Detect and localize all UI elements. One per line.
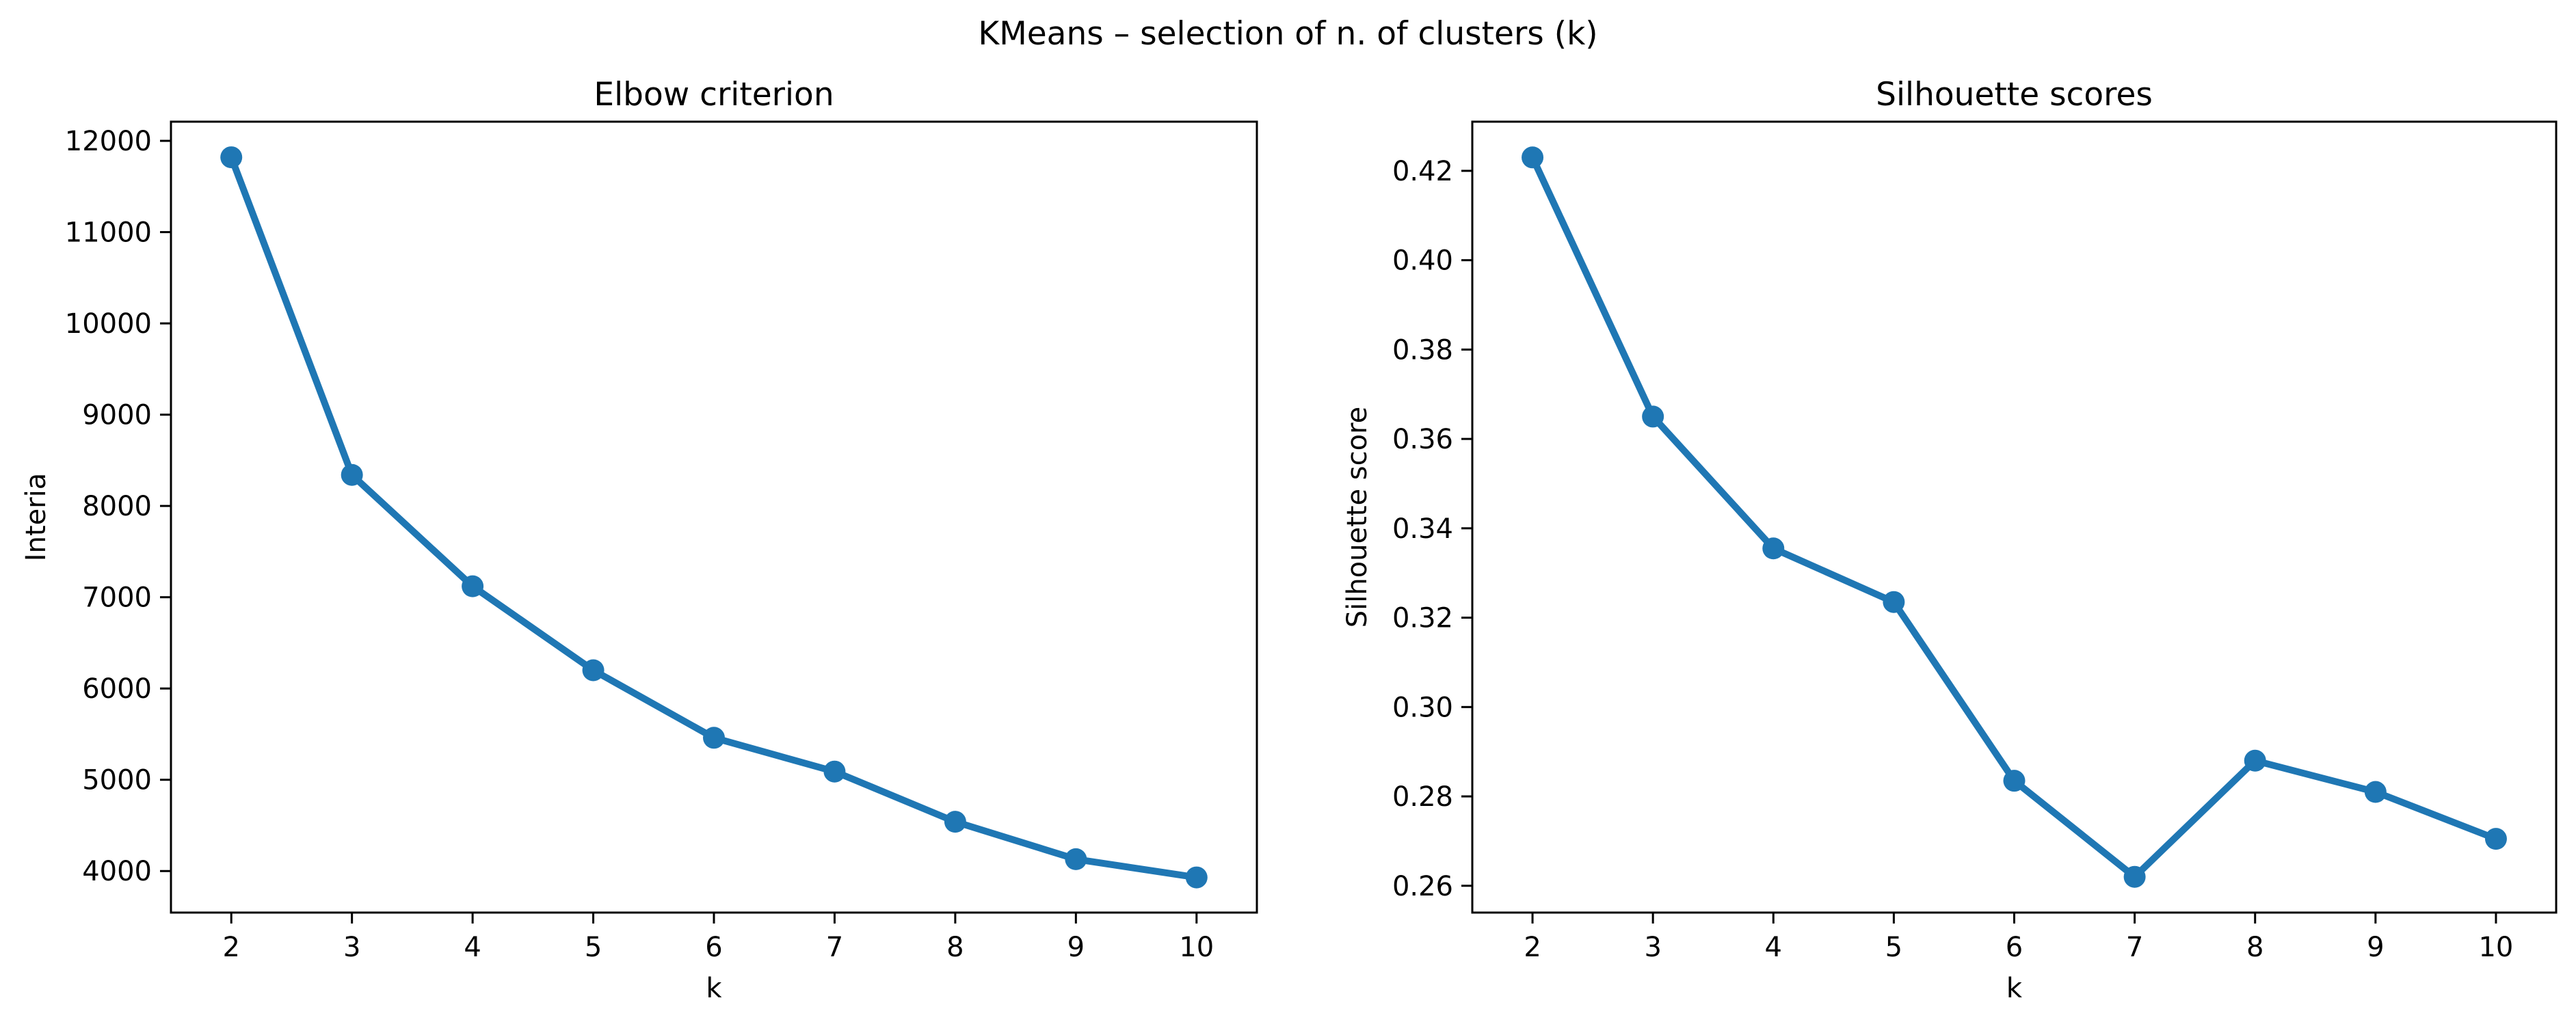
y-tick-label: 12000: [65, 126, 152, 157]
axes-frame: [170, 120, 1258, 914]
y-tick-label: 6000: [82, 673, 152, 705]
y-tick-label: 11000: [65, 217, 152, 249]
y-tick-label: 0.32: [1392, 603, 1453, 634]
y-tick-label: 0.36: [1392, 424, 1453, 455]
y-axis-label: Silhouette score: [1342, 407, 1373, 628]
data-point: [703, 727, 725, 749]
data-point: [823, 760, 846, 783]
y-tick-label: 8000: [82, 491, 152, 522]
data-point: [341, 463, 363, 486]
x-tick-label: 9: [2367, 932, 2384, 963]
x-tick-label: 5: [1885, 932, 1902, 963]
x-tick-label: 6: [2006, 932, 2023, 963]
x-tick-label: 4: [1765, 932, 1782, 963]
y-tick-label: 0.38: [1392, 334, 1453, 366]
x-tick-label: 2: [222, 932, 239, 963]
y-tick-label: 0.26: [1392, 871, 1453, 902]
x-axis-label: k: [706, 973, 722, 1004]
y-tick-label: 9000: [82, 400, 152, 431]
y-tick-label: 0.42: [1392, 156, 1453, 187]
x-tick-label: 8: [2246, 932, 2263, 963]
y-tick-label: 0.30: [1392, 692, 1453, 723]
y-tick-label: 0.28: [1392, 781, 1453, 813]
data-point: [220, 146, 243, 169]
data-point: [462, 575, 484, 597]
y-tick-label: 4000: [82, 856, 152, 887]
panel-title: Elbow criterion: [594, 76, 834, 113]
x-tick-label: 3: [343, 932, 360, 963]
series-line: [228, 154, 1200, 881]
figure-title: KMeans – selection of n. of clusters (k): [978, 15, 1598, 53]
data-point: [2003, 770, 2026, 792]
data-point: [2364, 781, 2387, 803]
data-point: [2244, 749, 2266, 772]
x-tick-label: 4: [464, 932, 481, 963]
y-tick-label: 7000: [82, 582, 152, 614]
data-point: [944, 811, 966, 833]
data-point: [1762, 537, 1785, 560]
x-tick-label: 10: [1179, 932, 1214, 963]
y-tick-label: 0.34: [1392, 513, 1453, 545]
data-point: [2484, 828, 2507, 850]
data-point: [1642, 405, 1664, 428]
x-tick-label: 9: [1067, 932, 1085, 963]
x-axis-label: k: [2006, 973, 2023, 1004]
chart-panel-1: 2 3 4 5 6 7 8 9 10 4000 5000 6000 7000 8000 9000 10000 1…: [21, 76, 1258, 1004]
y-tick-label: 10000: [65, 308, 152, 340]
x-tick-label: 8: [946, 932, 964, 963]
data-point: [1883, 591, 1905, 613]
data-point: [1185, 866, 1208, 889]
x-tick-label: 2: [1524, 932, 1541, 963]
y-tick-label: 0.40: [1392, 245, 1453, 277]
series-line: [1529, 154, 2499, 880]
x-tick-label: 6: [705, 932, 722, 963]
y-axis-label: Interia: [21, 473, 52, 562]
axes-frame: [1471, 120, 2558, 914]
x-tick-label: 7: [826, 932, 843, 963]
x-tick-label: 5: [585, 932, 602, 963]
chart-panel-2: 2 3 4 5 6 7 8 9 10 0.26 0.28 0.30 0.32 0.34 0.36 0.38 0.…: [1342, 76, 2558, 1004]
x-tick-label: 7: [2126, 932, 2143, 963]
panel-title: Silhouette scores: [1876, 76, 2153, 113]
y-tick-label: 5000: [82, 765, 152, 796]
data-point: [1065, 848, 1087, 870]
x-tick-label: 3: [1644, 932, 1661, 963]
data-point: [1522, 146, 1544, 169]
data-point: [2123, 865, 2146, 888]
data-point: [582, 659, 605, 682]
x-tick-label: 10: [2478, 932, 2513, 963]
